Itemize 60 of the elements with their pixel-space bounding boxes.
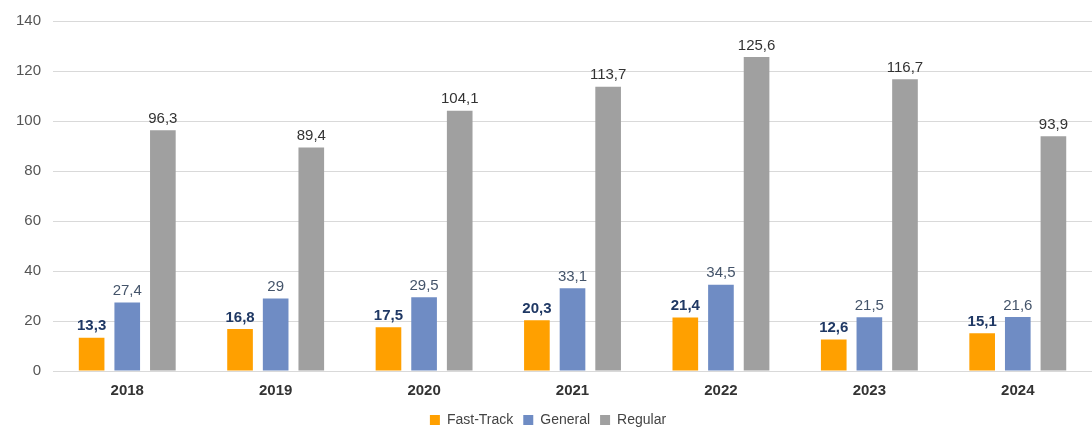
bar [708, 284, 734, 371]
legend-label: General [540, 410, 591, 427]
bar [150, 130, 176, 371]
bar [672, 317, 699, 371]
x-tick-label: 2022 [704, 381, 738, 399]
x-tick-label: 2024 [1001, 381, 1036, 399]
bar [114, 302, 141, 371]
data-label: 16,8 [225, 307, 255, 325]
y-tick-label: 140 [16, 11, 42, 29]
data-label: 15,1 [967, 311, 997, 329]
data-label: 125,6 [737, 35, 776, 53]
data-label: 21,4 [670, 296, 701, 314]
data-label: 27,4 [112, 281, 142, 299]
data-label: 34,5 [706, 263, 736, 281]
y-tick-label: 120 [16, 61, 42, 79]
y-tick-label: 100 [16, 111, 42, 129]
bar [411, 297, 437, 371]
bar [524, 320, 550, 371]
data-label: 89,4 [296, 126, 326, 144]
y-tick-label: 80 [24, 161, 42, 179]
x-tick-label: 2021 [555, 381, 590, 399]
data-label: 113,7 [589, 65, 627, 83]
legend-label: Fast-Track [446, 410, 515, 427]
bar [856, 317, 883, 371]
data-label: 21,5 [854, 295, 884, 313]
data-label: 104,1 [440, 89, 479, 107]
data-label: 96,3 [148, 108, 178, 126]
y-tick-label: 40 [24, 261, 42, 279]
data-label: 33,1 [557, 266, 588, 284]
y-tick-label: 0 [32, 361, 42, 379]
bar [595, 86, 621, 371]
x-tick-label: 2018 [110, 381, 144, 399]
data-label: 29 [267, 277, 285, 295]
data-label: 20,3 [522, 298, 552, 316]
data-label: 13,3 [77, 316, 107, 334]
data-label: 12,6 [819, 318, 849, 336]
bar [262, 298, 289, 371]
bar [820, 339, 847, 371]
legend-label: Regular [617, 410, 667, 427]
bar [969, 333, 995, 371]
x-tick-label: 2023 [852, 381, 887, 399]
data-label: 21,6 [1003, 295, 1033, 313]
bar [1040, 136, 1067, 371]
data-label: 93,9 [1038, 114, 1069, 132]
x-tick-label: 2019 [258, 381, 293, 399]
x-tick-label: 2020 [407, 381, 441, 399]
bar [227, 329, 253, 371]
y-tick-label: 60 [24, 211, 42, 229]
y-tick-label: 20 [24, 311, 42, 329]
bar [1004, 317, 1031, 371]
data-label: 116,7 [886, 57, 924, 75]
bar [78, 337, 105, 371]
bar [743, 57, 770, 371]
bar [559, 288, 586, 371]
data-label: 17,5 [373, 305, 404, 323]
bar [375, 327, 402, 371]
data-label: 29,5 [409, 275, 439, 293]
bar [446, 110, 473, 371]
bar [298, 147, 325, 371]
bar [892, 79, 918, 371]
